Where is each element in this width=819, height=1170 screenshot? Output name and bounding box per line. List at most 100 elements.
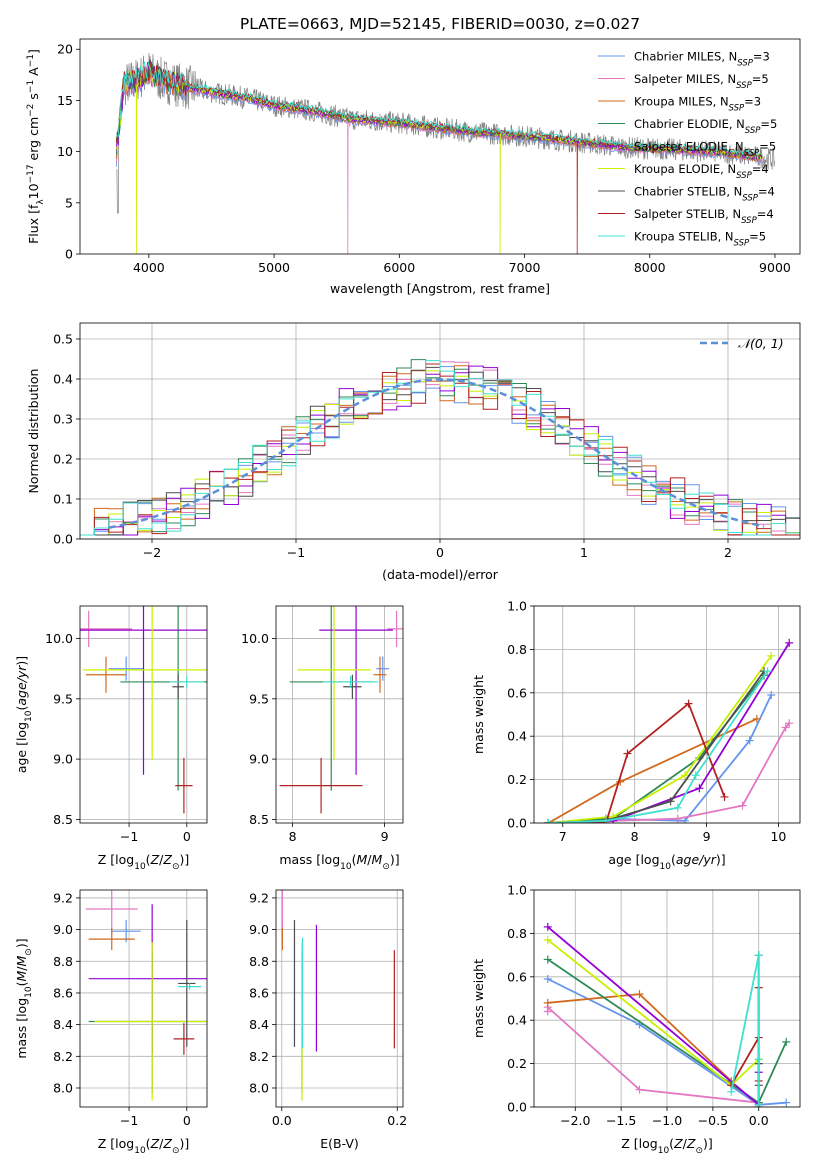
legend-entry: Chabrier ELODIE, NSSP=5	[634, 117, 777, 136]
y-tick-label: 0.8	[507, 926, 527, 941]
y-tick-label: 8.2	[53, 1049, 73, 1064]
weight-marker-chabrier_miles	[745, 736, 754, 745]
weight-marker-kroupa_stelib	[601, 816, 610, 823]
weight-marker-salpeter_miles	[673, 814, 682, 823]
plot-area-weight_vs_Z	[543, 922, 791, 1107]
legend-sub: SSP	[741, 216, 757, 226]
y-tick-label: 10	[57, 144, 73, 159]
label-part: 10	[24, 710, 34, 722]
label-part: )]	[14, 938, 29, 948]
weight-marker-kroupa_stelib	[754, 951, 763, 960]
weight-line-kroupa_stelib	[730, 954, 760, 1105]
weight-marker-chabrier_elodie	[543, 955, 552, 964]
legend-sub: SSP	[744, 149, 760, 159]
y-tick-label: 0	[65, 247, 73, 262]
weight-marker-salpeter_elodie	[785, 638, 794, 647]
x-axis-label: mass [log10(M/M⊙)]	[279, 852, 399, 872]
y-tick-label: 9.0	[249, 752, 269, 767]
y-axis-label: mass weight	[471, 675, 486, 754]
y-tick-label: 8.6	[53, 985, 73, 1000]
label-part: Z	[150, 1136, 160, 1151]
weight-marker-salpeter_miles	[635, 1085, 644, 1094]
x-axis-label: age [log10(age/yr)]	[608, 852, 725, 872]
legend-entry: Chabrier STELIB, NSSP=4	[634, 185, 775, 204]
x-tick-label: 0	[183, 1113, 191, 1128]
y-tick-label: 9.5	[53, 691, 73, 706]
label-part: (	[146, 852, 151, 867]
label-part: ⊙	[172, 862, 180, 872]
legend-sub: SSP	[736, 171, 752, 181]
label-part: (	[14, 706, 29, 711]
weight-line-salpeter_miles	[546, 1005, 759, 1104]
label-part: /	[159, 852, 164, 867]
y-tick-label: 10.0	[45, 631, 73, 646]
legend-label: Chabrier MILES, N	[634, 50, 737, 64]
label-part: 10	[24, 986, 34, 998]
plot-area-spectrum	[115, 53, 775, 254]
y-tick-label: 0.4	[507, 729, 527, 744]
label-part: M	[357, 852, 368, 867]
legend-sub: SSP	[737, 59, 753, 69]
label-part: )]	[716, 852, 726, 867]
normal-curve	[108, 378, 765, 529]
legend-entry: Salpeter STELIB, NSSP=4	[634, 207, 774, 226]
weight-marker-kroupa_stelib	[673, 803, 682, 812]
x-tick-label: −2.0	[560, 1113, 590, 1128]
label-part: M	[14, 971, 29, 982]
weight-marker-kroupa_stelib	[754, 1100, 763, 1107]
x-tick-label: 8	[289, 829, 297, 844]
label-part: erg cm	[26, 117, 41, 165]
legend-label: Chabrier ELODIE, N	[634, 117, 745, 131]
label-part: −1	[26, 54, 36, 67]
x-tick-label: 0.0	[272, 1113, 292, 1128]
x-tick-label: 8000	[634, 260, 666, 275]
weight-marker-chabrier_stelib	[666, 797, 675, 806]
legend-sub: SSP	[734, 239, 750, 249]
y-axis-label: mass weight	[471, 959, 486, 1038]
y-tick-label: 0.4	[53, 372, 73, 387]
x-tick-label: 0	[183, 829, 191, 844]
label-part: mass [log	[279, 852, 340, 867]
y-tick-label: 0.0	[507, 1100, 527, 1115]
label-part: (	[14, 982, 29, 987]
label-part: )]	[14, 656, 29, 666]
weight-marker-chabrier_miles	[543, 974, 552, 983]
weight-line-salpeter_miles	[548, 722, 790, 823]
x-axis-label: Z [log10(Z/Z⊙)]	[98, 852, 190, 872]
label-part: ⊙	[695, 1146, 703, 1156]
y-axis-label: Normed distribution	[26, 369, 41, 494]
axes-frame	[275, 605, 404, 824]
weight-marker-salpeter_stelib	[623, 749, 632, 758]
legend-label: Kroupa MILES, N	[634, 95, 729, 109]
legend-value: =5	[760, 117, 777, 131]
legend-label: Kroupa STELIB, N	[634, 230, 734, 244]
x-axis-label: wavelength [Angstrom, rest frame]	[330, 281, 550, 296]
label-part: Z [log	[98, 1136, 134, 1151]
legend-entry: Chabrier MILES, NSSP=3	[634, 50, 770, 69]
x-tick-label: 0.0	[749, 1113, 769, 1128]
weight-marker-salpeter_miles	[781, 723, 790, 732]
label-part: 10	[134, 862, 146, 872]
x-tick-label: 7	[559, 829, 567, 844]
plot-layer: 4000 5000 6000 7000 8000 900005101520waveleng…	[14, 38, 801, 1156]
axes-frame	[275, 889, 404, 1108]
y-tick-label: 8.2	[249, 1049, 269, 1064]
legend-entry: 𝒩(0, 1)	[738, 336, 784, 351]
y-tick-label: 9.0	[53, 752, 73, 767]
label-part: age/yr	[14, 665, 29, 706]
label-part: )]	[703, 1136, 713, 1151]
legend-sub: SSP	[745, 126, 761, 136]
label-part: −17	[26, 164, 36, 183]
weight-line-salpeter_elodie	[547, 926, 760, 1107]
x-tick-label: 2	[724, 545, 732, 560]
legend-entry: Kroupa ELODIE, NSSP=4	[634, 162, 769, 181]
y-tick-label: 0.2	[507, 772, 527, 787]
x-tick-label: 0	[436, 545, 444, 560]
plot-area-mass_vs_Z	[85, 890, 207, 1101]
weight-marker-chabrier_elodie	[782, 1037, 791, 1046]
x-tick-label: 9	[703, 829, 711, 844]
histogram-kroupa_stelib	[80, 360, 800, 539]
axes-frame	[79, 38, 801, 255]
label-part: −2	[26, 104, 36, 117]
